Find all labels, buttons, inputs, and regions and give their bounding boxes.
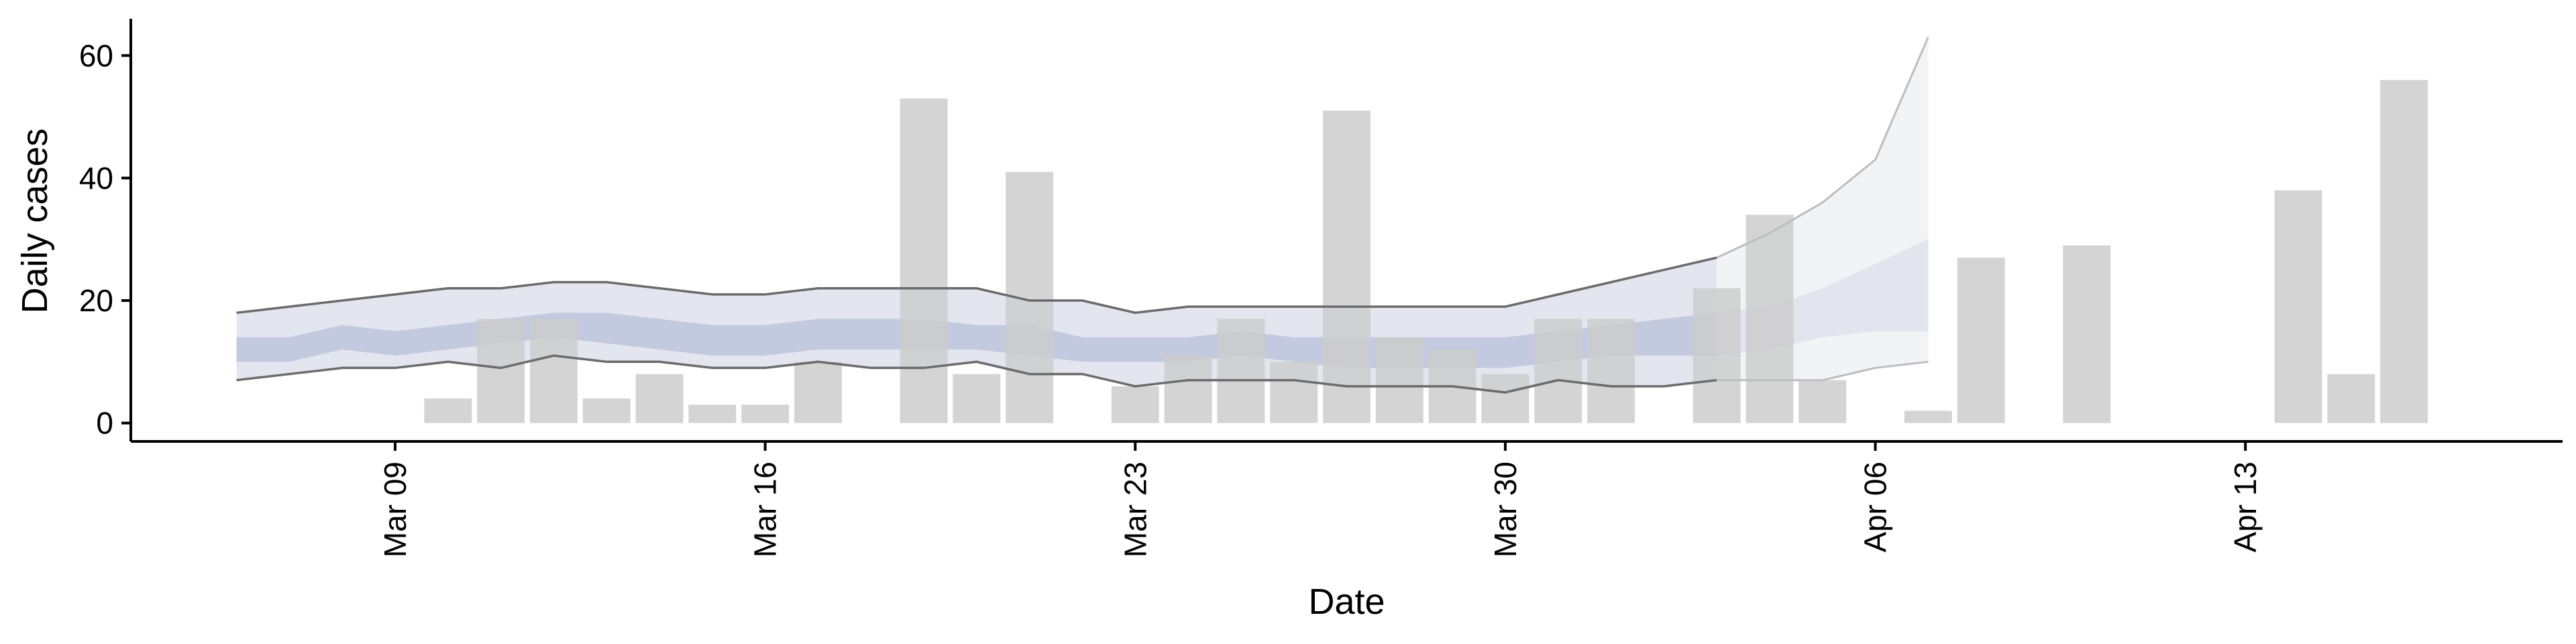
axes: 0 20 40 60 Mar 09 Mar 16 Mar 23 Mar 30 Apr 06 Apr… [79, 19, 2563, 557]
bar-2020-03-20 [953, 374, 1001, 423]
x-tick-label-3: Mar 30 [1488, 462, 1523, 557]
bar-2020-03-15 [688, 405, 737, 423]
bar-2020-03-30 [1481, 374, 1529, 423]
bar-2020-03-17 [794, 362, 842, 423]
x-tick-label-2: Mar 23 [1118, 462, 1152, 557]
bar-2020-04-05 [1799, 380, 1847, 423]
bar-2020-04-03 [1693, 288, 1741, 423]
x-tick-label-0: Mar 09 [378, 462, 413, 557]
bar-2020-03-31 [1534, 319, 1582, 423]
bar-2020-03-12 [529, 319, 578, 423]
bar-2020-03-26 [1270, 362, 1318, 423]
bar-2020-03-11 [477, 319, 525, 423]
y-tick-label-60: 60 [79, 38, 113, 73]
x-tick-label-4: Apr 06 [1858, 462, 1893, 553]
fitted-upper-line [236, 256, 1717, 315]
x-axis-title: Date [1308, 582, 1385, 622]
x-tick-label-1: Mar 16 [748, 462, 783, 557]
bar-2020-04-07 [1904, 411, 1952, 423]
y-tick-label-0: 0 [96, 406, 113, 441]
y-tick-label-20: 20 [79, 283, 113, 318]
bar-2020-03-24 [1164, 356, 1212, 423]
bar-2020-03-23 [1111, 386, 1159, 423]
bar-2020-04-14 [2274, 190, 2322, 423]
bar-2020-03-10 [424, 398, 472, 423]
bar-2020-03-27 [1323, 110, 1371, 423]
bar-2020-04-15 [2327, 374, 2375, 423]
forecast-upper-line [1716, 36, 1929, 259]
x-tick-label-5: Apr 13 [2228, 462, 2263, 553]
bar-2020-03-28 [1375, 337, 1424, 423]
bar-2020-04-16 [2380, 80, 2428, 423]
bar-2020-03-16 [741, 405, 790, 423]
forecast-lower-line [1717, 360, 1929, 382]
bar-2020-04-08 [1957, 258, 2005, 423]
bar-2020-04-10 [2063, 245, 2111, 423]
bar-2020-03-14 [635, 374, 684, 423]
y-tick-label-40: 40 [79, 160, 113, 195]
bar-2020-03-25 [1217, 319, 1265, 423]
bar-2020-03-19 [900, 98, 948, 423]
bar-2020-04-04 [1746, 215, 1794, 423]
bar-2020-03-13 [582, 398, 631, 423]
estimate-lines [236, 36, 1929, 394]
y-axis-title: Daily cases [15, 128, 55, 313]
bar-2020-04-01 [1587, 319, 1635, 423]
fitted-lower-line [236, 354, 1717, 394]
